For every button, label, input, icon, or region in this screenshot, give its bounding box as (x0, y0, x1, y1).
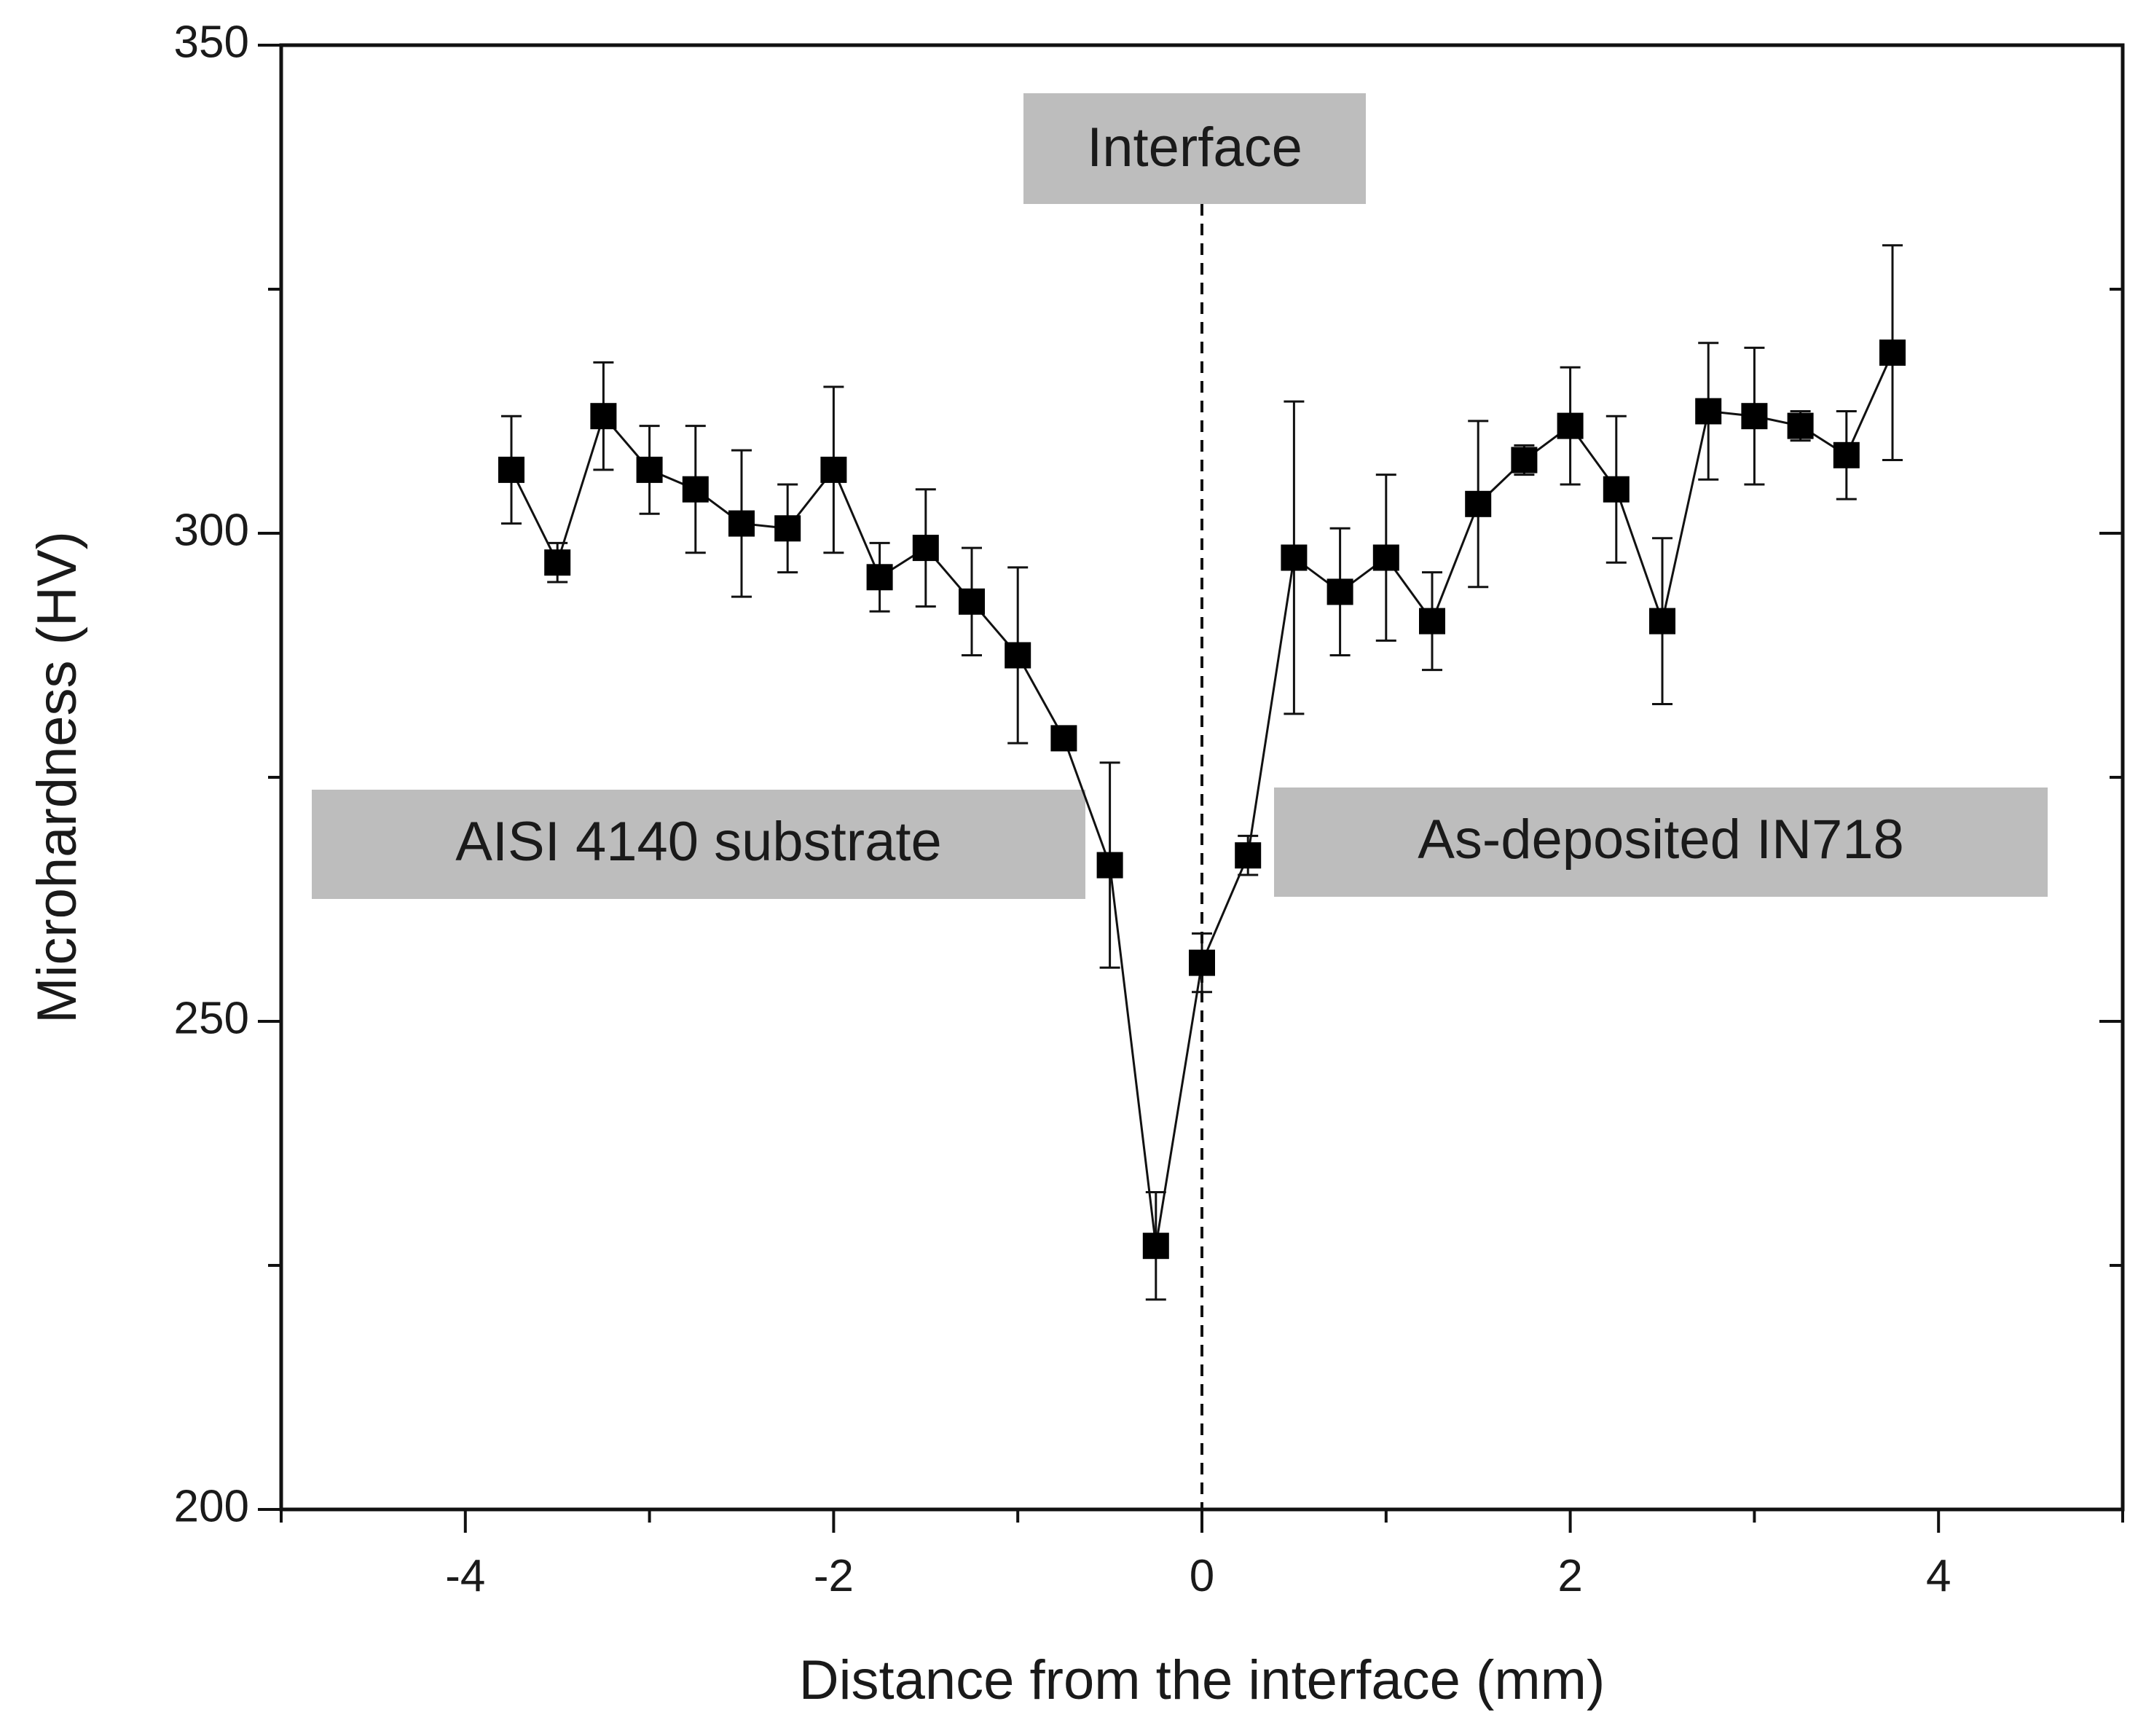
data-point-marker (1879, 339, 1906, 366)
data-markers (498, 339, 1906, 1260)
interface-label-box (1023, 93, 1366, 204)
data-point-marker (1189, 949, 1215, 976)
data-point-marker (1050, 725, 1077, 752)
y-tick-label: 250 (174, 993, 249, 1043)
data-point-marker (1557, 412, 1584, 439)
data-point-marker (866, 564, 893, 591)
data-point-marker (820, 456, 847, 483)
data-point-marker (1096, 852, 1123, 879)
data-point-marker (1235, 842, 1262, 869)
y-axis-title: Microhardness (HV) (26, 531, 88, 1024)
x-tick-label: -2 (814, 1551, 854, 1601)
data-point-marker (1326, 578, 1353, 605)
data-point-marker (1833, 441, 1860, 468)
substrate-label-box (312, 790, 1085, 899)
annotations: Interface AISI 4140 substrate As-deposit… (312, 93, 2048, 899)
data-point-marker (1511, 447, 1538, 474)
y-tick-label: 350 (174, 17, 249, 67)
y-tick-label: 300 (174, 505, 249, 555)
data-point-marker (544, 549, 571, 576)
deposit-label-box (1274, 788, 2048, 897)
x-tick-label: 4 (1926, 1551, 1951, 1601)
x-tick-label: 0 (1190, 1551, 1214, 1601)
data-point-marker (498, 456, 524, 483)
data-point-marker (728, 510, 755, 537)
substrate-label: AISI 4140 substrate (455, 811, 942, 873)
data-point-marker (1695, 398, 1722, 425)
data-point-marker (959, 588, 985, 615)
data-point-marker (1142, 1233, 1169, 1260)
data-point-marker (590, 403, 617, 430)
x-tick-label: 2 (1557, 1551, 1582, 1601)
data-point-marker (1419, 608, 1445, 635)
x-axis: -4 -2 0 2 4 (280, 1509, 2124, 1601)
data-point-marker (1649, 608, 1675, 635)
data-point-marker (912, 535, 939, 562)
data-point-marker (636, 456, 663, 483)
data-point-marker (1603, 476, 1630, 503)
data-point-marker (1741, 403, 1768, 430)
data-point-marker (774, 515, 801, 542)
x-axis-title: Distance from the interface (mm) (799, 1649, 1605, 1711)
x-tick-label: -4 (445, 1551, 485, 1601)
y-tick-label: 200 (174, 1481, 249, 1531)
data-point-marker (1281, 544, 1308, 571)
data-point-marker (1372, 544, 1399, 571)
deposit-label: As-deposited IN718 (1418, 809, 1904, 871)
y-axis: 200 250 300 350 (174, 17, 2123, 1531)
data-point-marker (1465, 490, 1492, 517)
interface-label: Interface (1087, 117, 1302, 178)
data-point-marker (1787, 412, 1814, 439)
data-point-marker (682, 476, 709, 503)
data-point-marker (1005, 642, 1031, 669)
